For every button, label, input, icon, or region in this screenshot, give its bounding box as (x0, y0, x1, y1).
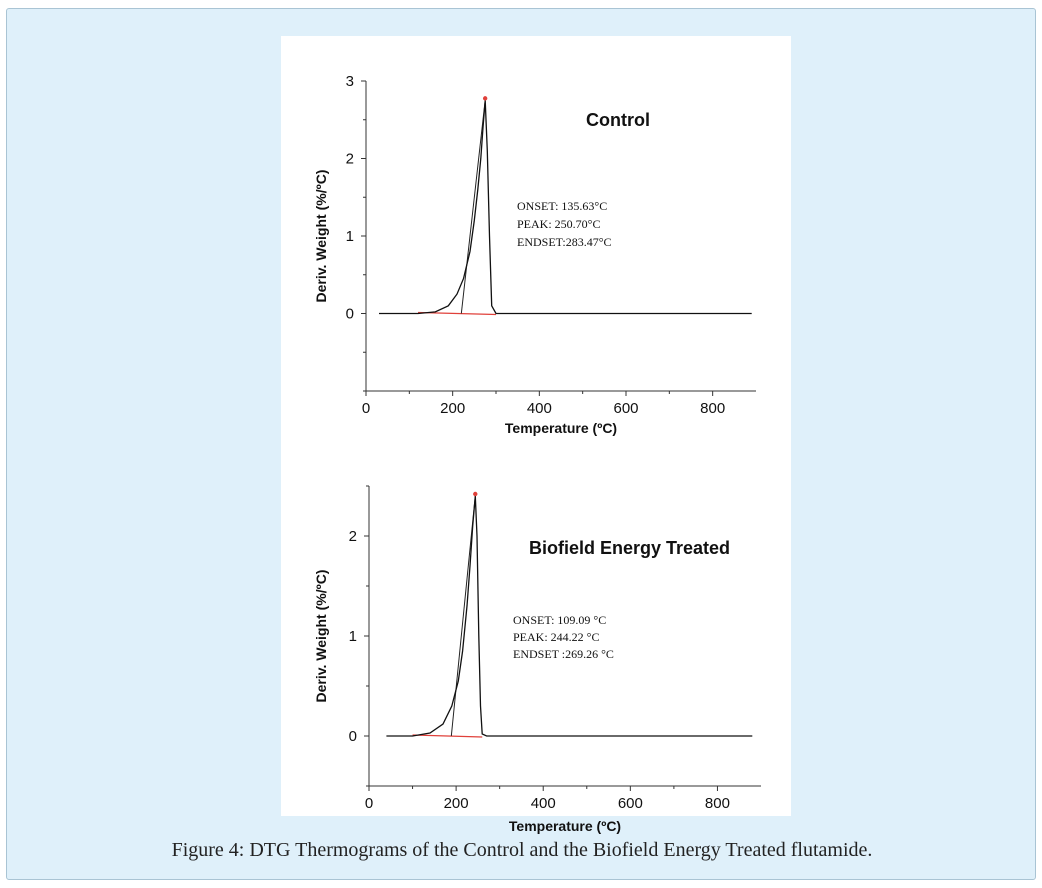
onset-tangent-line (450, 495, 476, 737)
annotation-text: ENDSET:283.47°C (517, 235, 612, 249)
chart-title: Control (586, 110, 650, 130)
dtg-curve (379, 100, 752, 315)
x-tick-label: 600 (618, 795, 643, 812)
x-tick-label: 600 (613, 400, 638, 417)
x-tick-label: 200 (440, 400, 465, 417)
onset-tangent-line (460, 100, 486, 314)
figure-panel: 0 1 2 3 0 200 400 600 800 Temperature (ºC) Deriv. … (281, 36, 791, 834)
y-axis-title: Deriv. Weight (%/ºC) (313, 170, 329, 303)
x-tick-label: 0 (362, 400, 370, 417)
x-tick-label: 800 (705, 795, 730, 812)
annotation-text: ONSET: 109.09 °C (513, 613, 606, 627)
annotation-text: ENDSET :269.26 °C (513, 647, 614, 661)
y-tick-label: 2 (346, 151, 354, 168)
x-tick-label: 0 (365, 795, 373, 812)
chart-title: Biofield Energy Treated (529, 538, 730, 558)
figure-frame: 0 1 2 3 0 200 400 600 800 Temperature (ºC) Deriv. … (6, 8, 1036, 880)
control-dtg-chart: 0 1 2 3 0 200 400 600 800 Temperature (ºC) Deriv. … (313, 73, 756, 436)
treated-dtg-chart: 0 1 2 0 200 400 600 800 Temperature (ºC) Deriv. W… (313, 485, 761, 834)
peak-marker (482, 96, 488, 101)
baseline-marker (412, 734, 483, 738)
x-tick-label: 800 (700, 400, 725, 417)
annotation-text: ONSET: 135.63°C (517, 199, 607, 213)
dtg-curve (386, 495, 753, 737)
x-tick-label: 400 (527, 400, 552, 417)
x-axis-title: Temperature (ºC) (505, 420, 617, 436)
y-tick-label: 1 (346, 228, 354, 245)
y-tick-label: 1 (349, 628, 357, 645)
y-tick-label: 3 (346, 73, 354, 90)
x-tick-label: 400 (531, 795, 556, 812)
annotation-text: PEAK: 244.22 °C (513, 630, 599, 644)
x-tick-label: 200 (444, 795, 469, 812)
annotation-text: PEAK: 250.70°C (517, 217, 600, 231)
y-tick-label: 0 (346, 306, 354, 323)
y-tick-label: 2 (349, 528, 357, 545)
y-tick-label: 0 (349, 728, 357, 745)
figure-caption: Figure 4: DTG Thermograms of the Control… (171, 839, 873, 861)
y-axis-title: Deriv. Weight (%/ºC) (313, 570, 329, 703)
peak-marker (473, 491, 478, 497)
x-axis-title: Temperature (ºC) (509, 818, 621, 834)
